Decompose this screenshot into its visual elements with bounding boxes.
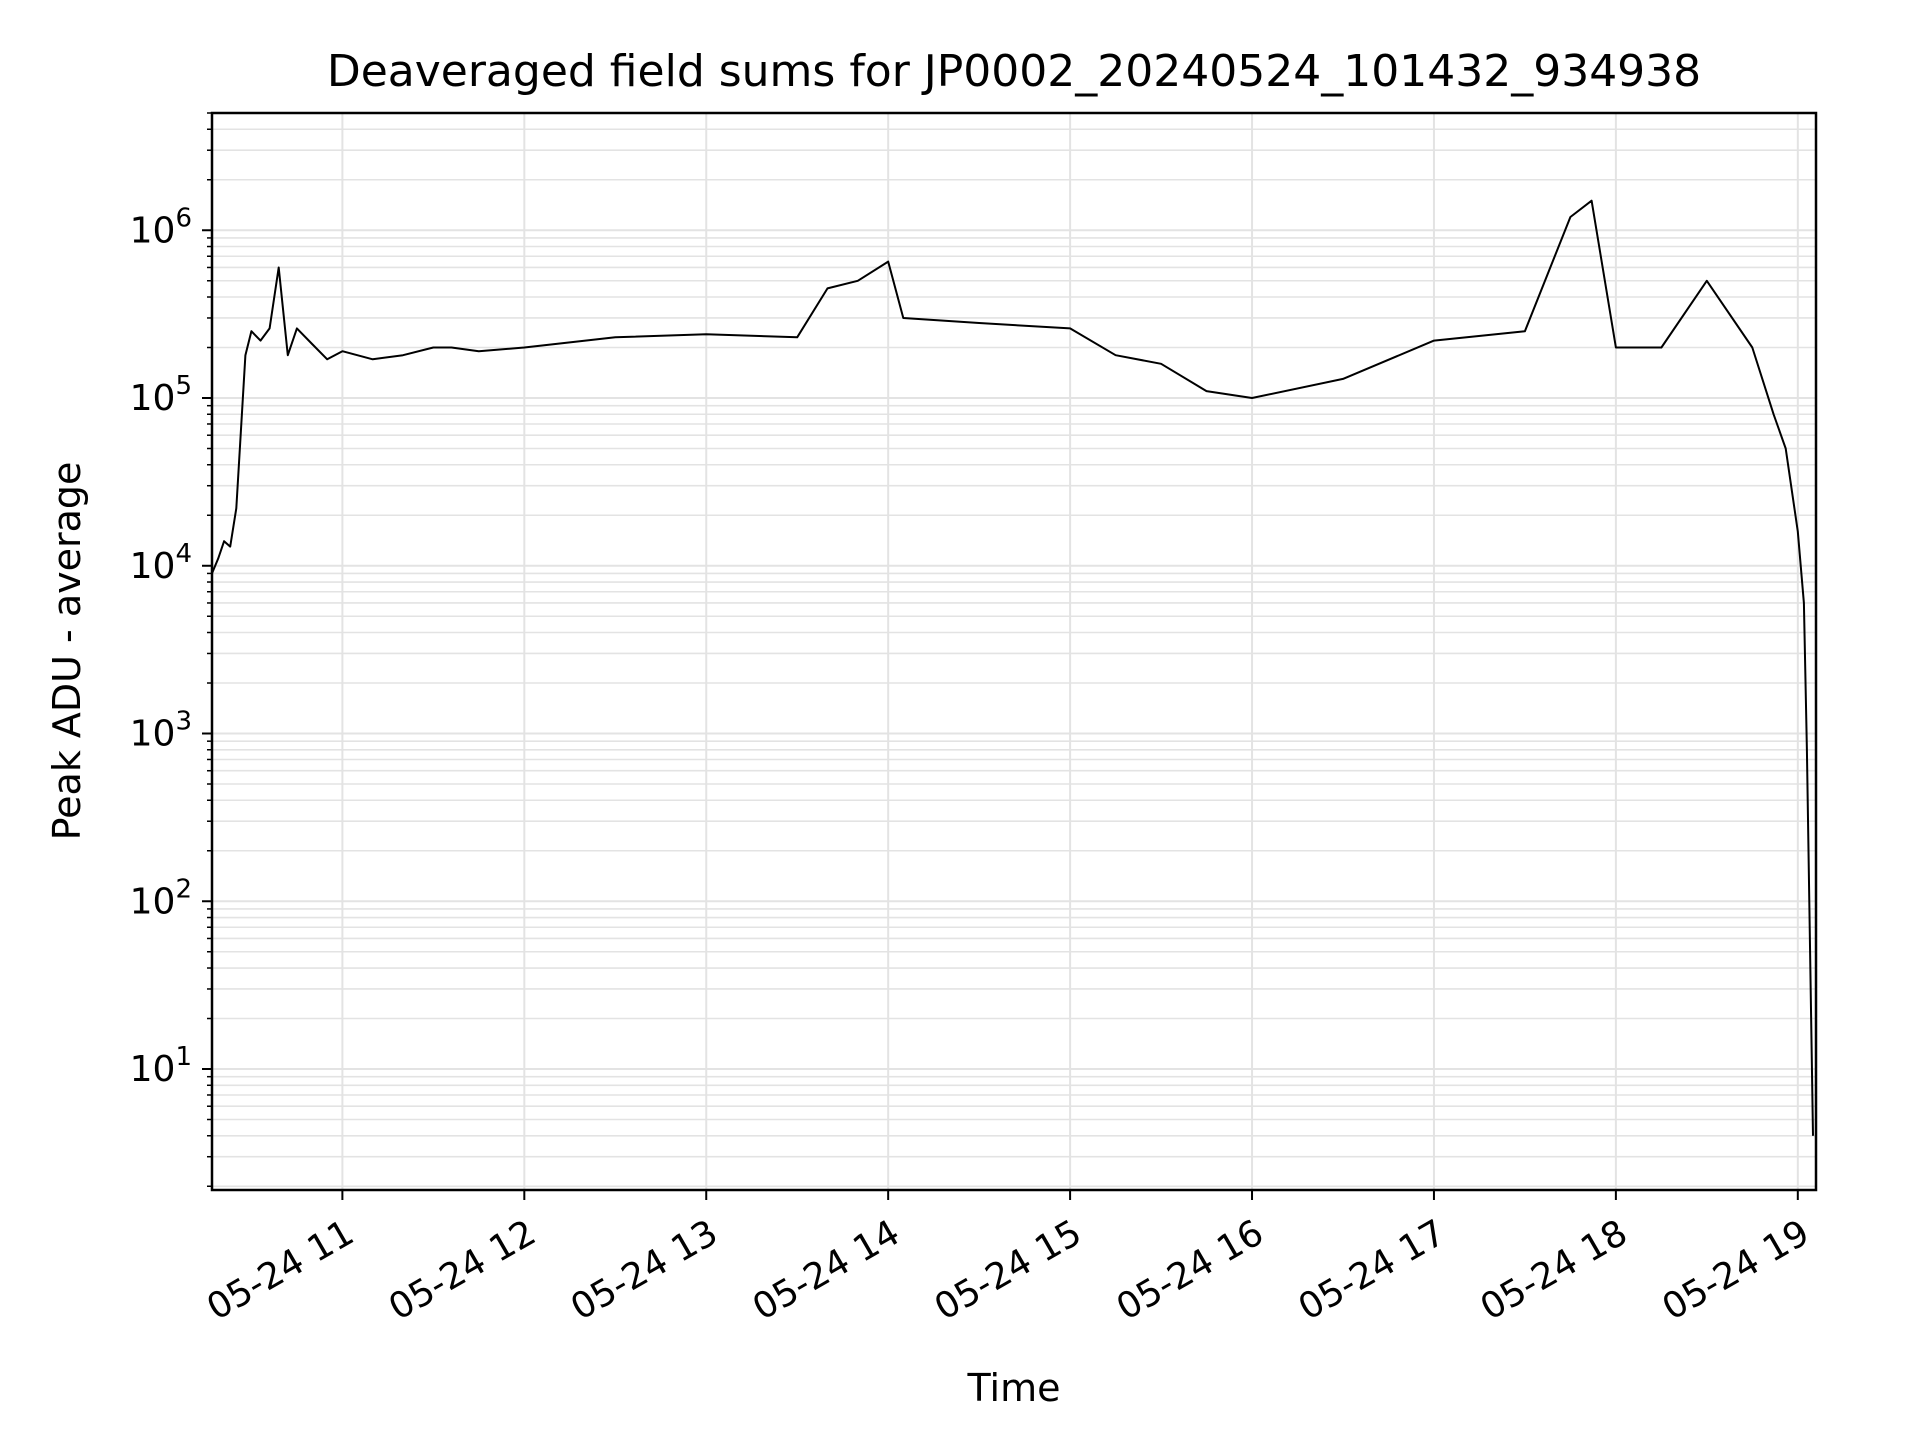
y-tick-exponent: 2: [175, 874, 192, 904]
y-tick-exponent: 4: [175, 539, 192, 569]
y-tick-exponent: 5: [175, 371, 192, 401]
y-tick-label: 104: [130, 539, 192, 587]
y-tick-label: 105: [130, 371, 192, 419]
series-line: [211, 199, 1814, 1136]
y-tick-exponent: 6: [175, 203, 192, 233]
y-tick-base: 10: [130, 1049, 176, 1090]
y-tick-base: 10: [130, 714, 176, 755]
y-tick-base: 10: [130, 881, 176, 922]
y-tick-exponent: 1: [175, 1042, 192, 1072]
x-axis-label: Time: [967, 1366, 1061, 1410]
y-tick-label: 106: [130, 203, 192, 251]
y-tick-base: 10: [130, 378, 176, 419]
y-tick-exponent: 3: [175, 707, 192, 737]
chart-title: Deaveraged field sums for JP0002_2024052…: [327, 46, 1701, 97]
plot-area: [211, 199, 1814, 1136]
y-axis-label: Peak ADU - average: [45, 462, 89, 841]
grid: [212, 112, 1816, 1190]
y-tick-label: 102: [130, 874, 192, 922]
y-tick-base: 10: [130, 210, 176, 251]
y-tick-label: 101: [130, 1042, 192, 1090]
plot-frame: [210, 111, 1818, 1192]
y-tick-label: 103: [130, 707, 192, 755]
y-tick-base: 10: [130, 546, 176, 587]
